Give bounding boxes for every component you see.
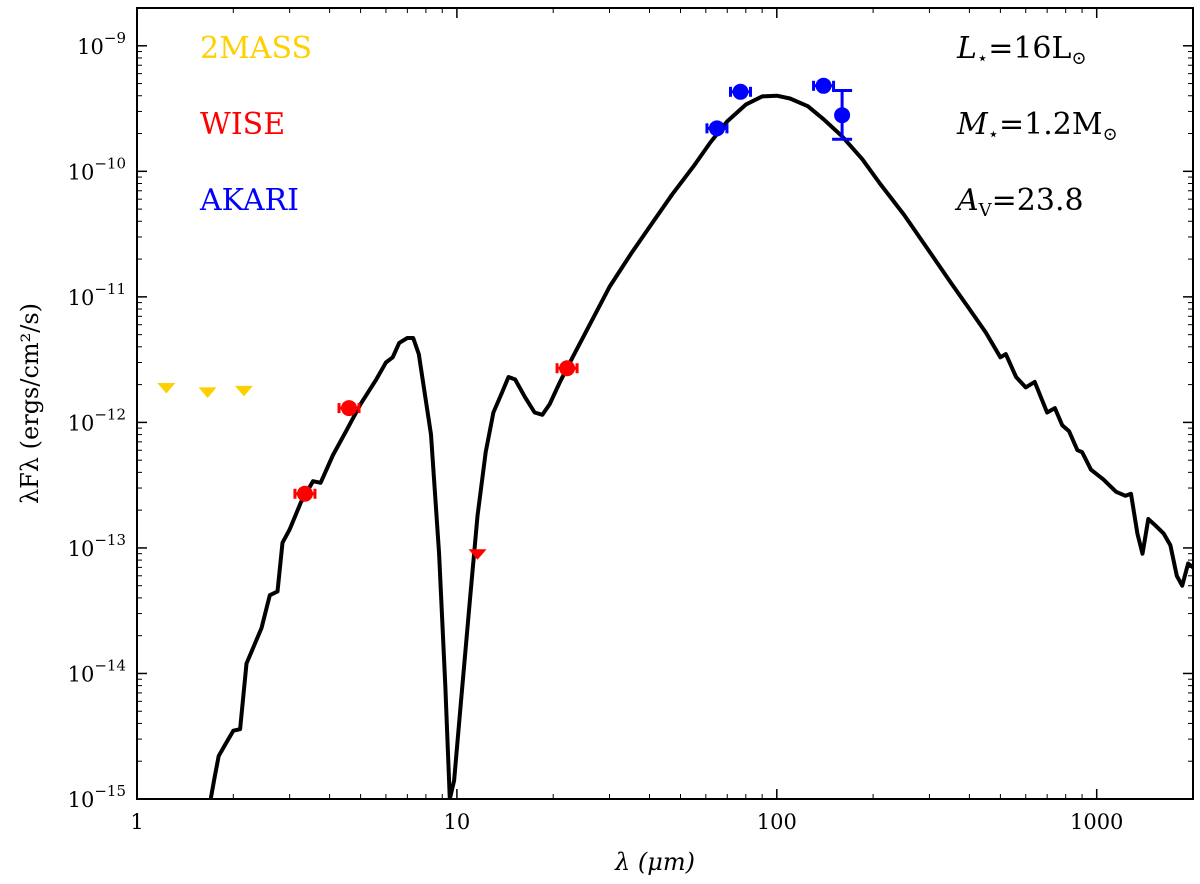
y-tick-label: 10−10	[68, 154, 126, 184]
akari-data-point	[732, 83, 749, 100]
param-value: =16L	[988, 31, 1071, 66]
plot-frame	[136, 7, 1194, 800]
y-tick-base: 10	[68, 788, 95, 812]
param-symbol: L	[956, 31, 977, 66]
y-tick-exponent: −11	[94, 280, 126, 298]
y-tick-exponent: −10	[94, 154, 126, 172]
param-sun-symbol: ⊙	[1071, 48, 1086, 69]
wise-data-point	[559, 360, 576, 377]
y-tick-base: 10	[68, 286, 95, 310]
x-axis-title: λ (μm)	[614, 848, 695, 876]
y-tick-label: 10−14	[68, 656, 126, 686]
y-tick-label: 10−9	[77, 29, 126, 59]
param-sun-symbol: ⊙	[1103, 124, 1118, 145]
akari-data-point	[708, 120, 725, 137]
y-tick-base: 10	[68, 537, 95, 561]
x-tick-label: 1	[130, 810, 143, 834]
y-tick-exponent: −13	[94, 531, 126, 549]
param-subscript: ⋆	[977, 48, 988, 69]
y-tick-exponent: −9	[104, 29, 126, 47]
y-tick-base: 10	[68, 662, 95, 686]
param-annotation: M⋆=1.2M⊙	[956, 107, 1118, 145]
param-subscript: ⋆	[988, 124, 999, 145]
2mass-upper-limit-marker	[157, 382, 176, 394]
param-annotation: AV=23.8	[954, 183, 1084, 221]
akari-data-point	[834, 107, 851, 124]
y-tick-label: 10−11	[68, 280, 126, 310]
akari-data-point	[815, 77, 832, 94]
legend-entry-2mass: 2MASS	[200, 31, 312, 66]
param-subscript: V	[978, 200, 993, 221]
x-tick-label: 1000	[1070, 810, 1123, 834]
y-tick-exponent: −12	[94, 405, 126, 423]
axis-ticks-layer	[136, 7, 1194, 800]
y-tick-label: 10−12	[68, 405, 126, 435]
wise-data-point	[341, 400, 358, 417]
param-annotation: L⋆=16L⊙	[956, 31, 1087, 69]
y-tick-exponent: −15	[94, 782, 126, 800]
y-tick-label: 10−15	[68, 782, 126, 812]
x-tick-label: 10	[444, 810, 471, 834]
legend-entry-akari: AKARI	[199, 183, 299, 218]
y-tick-base: 10	[68, 160, 95, 184]
wise-limit-upper-limit-marker	[468, 549, 487, 560]
param-symbol: M	[956, 107, 989, 142]
x-tick-label: 100	[757, 810, 797, 834]
model-curve-layer	[208, 93, 1193, 799]
y-tick-label: 10−13	[68, 531, 126, 561]
y-tick-exponent: −14	[94, 656, 126, 674]
2mass-upper-limit-marker	[198, 387, 217, 398]
2mass-upper-limit-marker	[234, 385, 253, 397]
param-value: =1.2M	[999, 107, 1103, 142]
model-sed-curve	[208, 93, 1193, 799]
chart-text-layer: 1 10 100 100010−1510−1410−1310−1210−1110−10…	[16, 29, 1123, 876]
param-value: =23.8	[992, 183, 1084, 218]
legend-entry-wise: WISE	[200, 107, 285, 142]
y-tick-base: 10	[77, 35, 104, 59]
data-markers-layer	[157, 77, 853, 560]
y-tick-base: 10	[68, 411, 95, 435]
param-symbol: A	[954, 183, 979, 218]
y-axis-title: λFλ (ergs/cm²/s)	[16, 303, 44, 504]
wise-data-point	[296, 485, 313, 502]
